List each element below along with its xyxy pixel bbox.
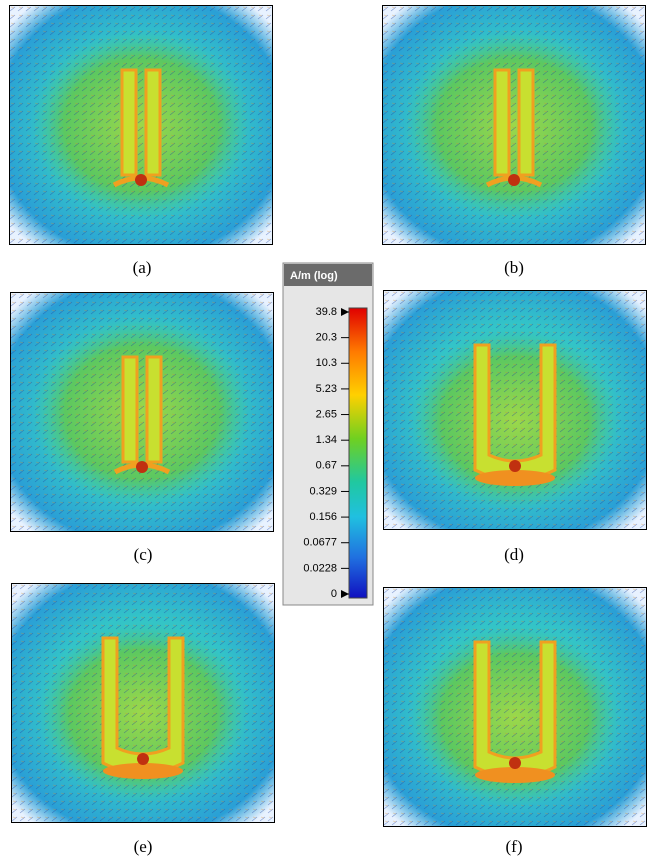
panel-b — [382, 5, 646, 245]
legend-tick-label: 2.65 — [316, 408, 337, 420]
panel-label: (c) — [134, 545, 153, 564]
panel-label: (b) — [504, 258, 524, 277]
panel-label: (e) — [134, 837, 153, 856]
panel-d — [381, 288, 649, 532]
panel-f — [381, 585, 649, 829]
panel-c — [10, 292, 274, 532]
legend-tick-label: 0 — [331, 588, 337, 600]
legend-pointer — [341, 308, 349, 316]
legend-tick-label: 0.329 — [309, 485, 337, 497]
legend-tick-label: 39.8 — [316, 306, 337, 318]
legend-tick-label: 1.34 — [316, 434, 337, 446]
panel-a — [9, 5, 273, 245]
panel-e — [9, 581, 277, 825]
legend-tick-label: 5.23 — [316, 383, 337, 395]
panel-label: (f) — [506, 837, 523, 856]
legend-tick-label: 0.156 — [309, 511, 337, 523]
legend-title: A/m (log) — [290, 270, 338, 282]
legend: A/m (log) — [282, 262, 374, 606]
legend-tick-label: 10.3 — [316, 357, 337, 369]
panel-label: (d) — [504, 545, 524, 564]
color-bar — [348, 307, 368, 599]
legend-tick-label: 0.67 — [316, 460, 337, 472]
panel-label: (a) — [133, 258, 152, 277]
legend-tick-label: 20.3 — [316, 332, 337, 344]
legend-tick-label: 0.0228 — [303, 562, 337, 574]
legend-pointer — [341, 590, 349, 598]
legend-tick-label: 0.0677 — [303, 537, 337, 549]
